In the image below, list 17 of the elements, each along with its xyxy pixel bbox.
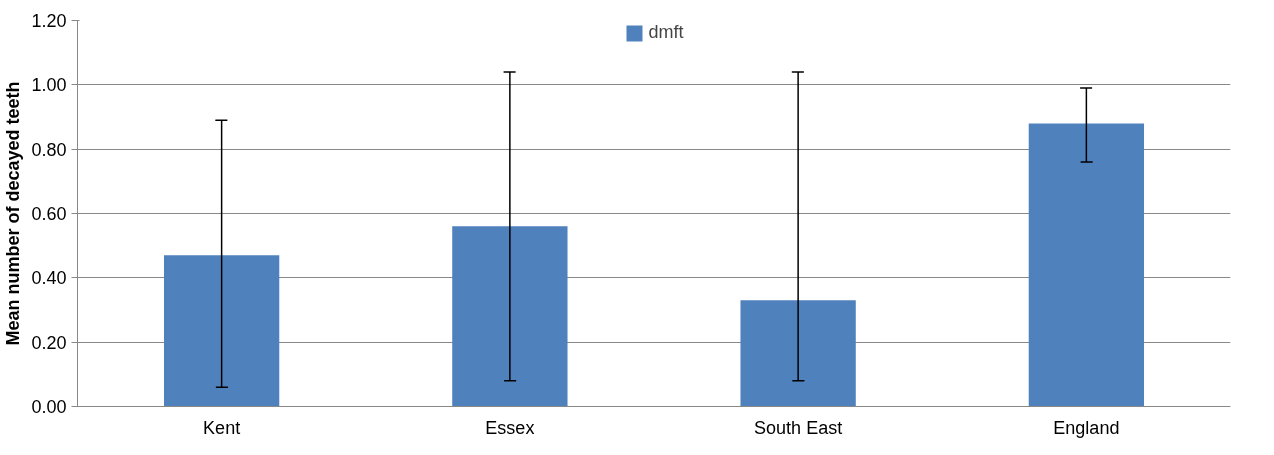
bar xyxy=(740,300,856,407)
y-tick-label: 0.20 xyxy=(31,332,67,353)
x-tick-label: Essex xyxy=(485,417,535,438)
bar xyxy=(1028,123,1145,407)
y-tick-label: 0.00 xyxy=(31,397,67,417)
bar xyxy=(163,255,280,407)
x-tick-label: Kent xyxy=(203,417,241,438)
x-tick-label: South East xyxy=(754,417,843,438)
y-tick-label: 1.00 xyxy=(31,75,67,96)
y-tick-label: 1.20 xyxy=(31,11,67,31)
bar xyxy=(452,226,568,407)
y-tick-label: 0.60 xyxy=(31,204,67,224)
y-tick-label: 0.80 xyxy=(31,139,67,160)
x-tick-label: England xyxy=(1053,417,1120,438)
y-tick-label: 0.40 xyxy=(31,268,67,289)
y-axis-title: Mean number of decayed teeth xyxy=(3,81,24,346)
legend-label: dmft xyxy=(648,22,684,43)
